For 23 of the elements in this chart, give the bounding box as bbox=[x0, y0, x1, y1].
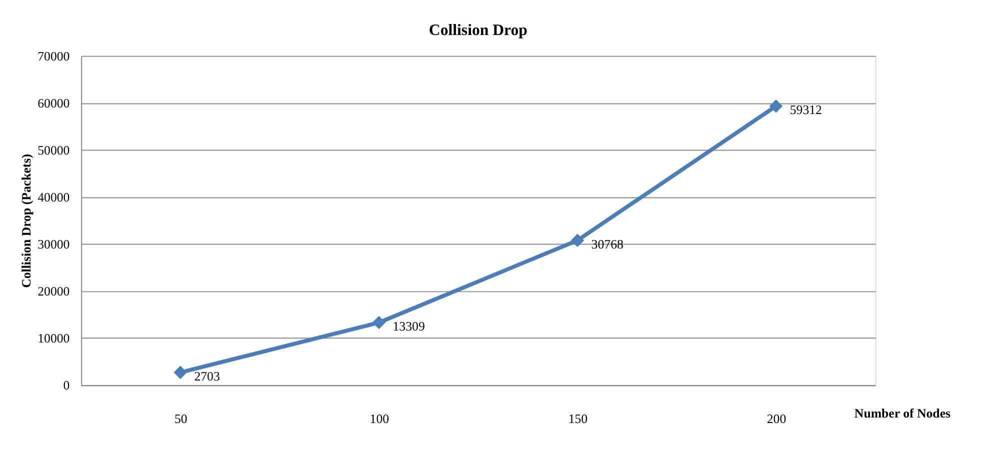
data-label: 2703 bbox=[194, 369, 220, 384]
y-tick-label: 10000 bbox=[38, 332, 70, 346]
y-tick-label: 70000 bbox=[38, 49, 70, 64]
y-tick-label: 60000 bbox=[38, 96, 70, 110]
y-tick-label: 30000 bbox=[38, 237, 70, 252]
y-tick-label: 50000 bbox=[38, 143, 70, 158]
data-label: 30768 bbox=[591, 237, 624, 252]
y-tick-label: 20000 bbox=[38, 284, 70, 299]
x-tick-label: 200 bbox=[766, 412, 786, 426]
data-label: 59312 bbox=[790, 103, 822, 118]
data-label: 13309 bbox=[392, 319, 425, 334]
y-tick-label: 0 bbox=[63, 378, 70, 393]
point bbox=[174, 366, 188, 380]
point bbox=[769, 99, 783, 113]
point bbox=[372, 316, 386, 330]
x-tick-label: 150 bbox=[568, 412, 588, 426]
x-axis-title: Number of Nodes bbox=[854, 406, 951, 420]
x-tick-label: 50 bbox=[174, 412, 188, 426]
point bbox=[570, 234, 584, 248]
x-tick-label: 100 bbox=[370, 412, 390, 426]
y-axis-title: Collision Drop (Packets) bbox=[20, 154, 34, 288]
y-tick-label: 40000 bbox=[38, 190, 70, 204]
chart-title: Collision Drop bbox=[428, 22, 528, 40]
